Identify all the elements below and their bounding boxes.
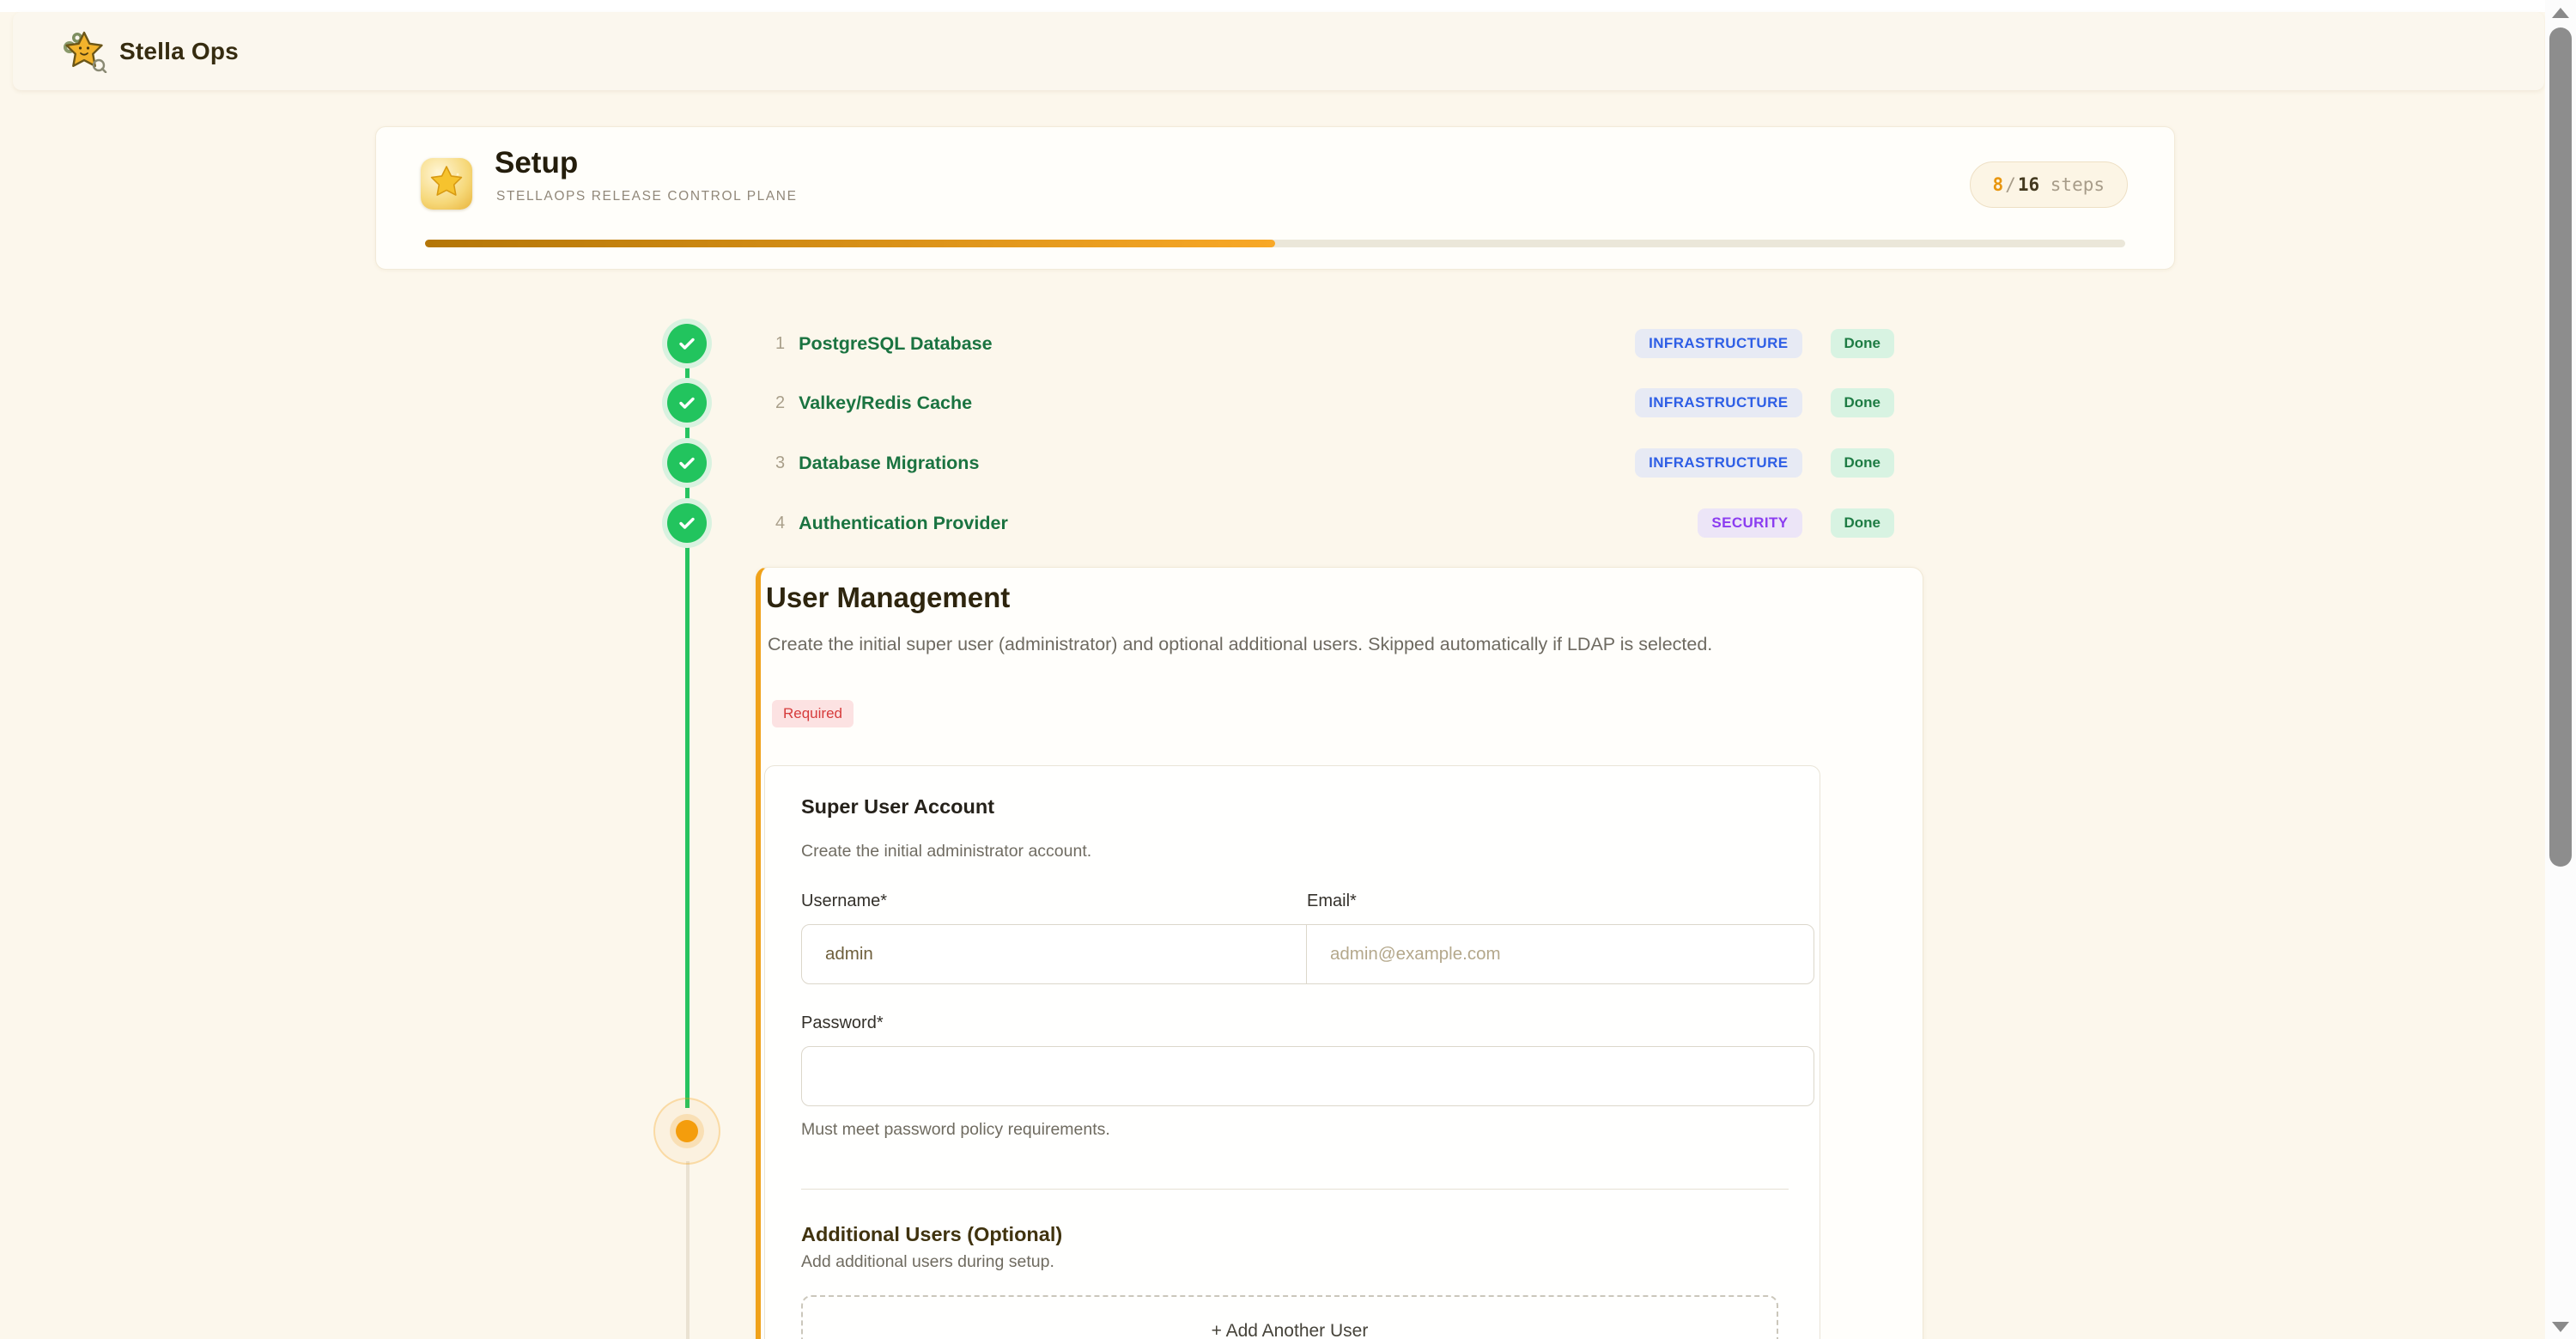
password-hint: Must meet password policy requirements.	[801, 1120, 1110, 1139]
steps-done-count: 8	[1992, 174, 2004, 195]
step-status-badge: Done	[1830, 329, 1894, 358]
step-title: Database Migrations	[799, 452, 980, 473]
current-step-marker	[676, 1120, 698, 1142]
step-category-badge: INFRASTRUCTURE	[1635, 388, 1802, 417]
step-status-badge: Done	[1830, 388, 1894, 417]
step-row-database-migrations[interactable]: 3 Database Migrations INFRASTRUCTURE Don…	[667, 443, 1894, 483]
scroll-up-arrow[interactable]	[2552, 8, 2569, 18]
user-management-title: User Management	[766, 581, 1011, 613]
step-complete-check-icon	[667, 443, 707, 483]
step-complete-check-icon	[667, 324, 707, 363]
additional-users-subheading: Add additional users during setup.	[801, 1252, 1054, 1271]
section-divider	[801, 1189, 1789, 1190]
additional-users-heading: Additional Users (Optional)	[801, 1223, 1063, 1245]
step-status-badge: Done	[1830, 448, 1894, 478]
email-field[interactable]	[1306, 924, 1814, 984]
username-label: Username*	[801, 892, 888, 910]
username-field[interactable]	[801, 924, 1307, 984]
step-number: 4	[775, 513, 786, 533]
user-management-card: User Management Create the initial super…	[756, 567, 1923, 1339]
scrollbar-thumb[interactable]	[2549, 27, 2572, 867]
step-title: Valkey/Redis Cache	[799, 392, 973, 413]
super-user-account-card: Super User Account Create the initial ad…	[764, 765, 1820, 1339]
stellaops-mascot-icon	[64, 31, 107, 73]
step-number: 1	[775, 333, 786, 353]
step-complete-check-icon	[667, 503, 707, 543]
step-row-postgresql[interactable]: 1 PostgreSQL Database INFRASTRUCTURE Don…	[667, 324, 1894, 363]
step-title: PostgreSQL Database	[799, 332, 993, 354]
step-complete-check-icon	[667, 383, 707, 423]
page-top-strip	[0, 0, 2576, 12]
timeline-line-upcoming	[686, 1161, 690, 1339]
steps-total-count: 16	[2017, 174, 2040, 195]
password-field[interactable]	[801, 1046, 1814, 1106]
steps-count-slash: /	[2005, 174, 2016, 195]
super-user-heading: Super User Account	[801, 795, 995, 818]
steps-count-badge: 8 / 16 steps	[1969, 161, 2128, 208]
step-status-badge: Done	[1830, 508, 1894, 538]
add-another-user-button[interactable]: + Add Another User	[801, 1295, 1778, 1339]
progress-fill	[425, 240, 1275, 247]
setup-progress-track	[425, 240, 2125, 247]
scroll-down-arrow[interactable]	[2552, 1322, 2569, 1332]
add-another-user-label: + Add Another User	[1211, 1321, 1369, 1339]
required-badge: Required	[772, 700, 854, 727]
user-management-description: Create the initial super user (administr…	[768, 634, 1713, 654]
setup-card: Setup STELLAOPS RELEASE CONTROL PLANE 8 …	[375, 126, 2175, 270]
step-category-badge: SECURITY	[1698, 508, 1802, 538]
setup-logo	[421, 158, 472, 210]
step-row-valkey-redis[interactable]: 2 Valkey/Redis Cache INFRASTRUCTURE Done	[667, 383, 1894, 423]
app-title: Stella Ops	[119, 37, 239, 64]
timeline-line-completed	[685, 344, 690, 1108]
app-header: Stella Ops	[13, 12, 2544, 90]
step-category-badge: INFRASTRUCTURE	[1635, 448, 1802, 478]
super-user-subheading: Create the initial administrator account…	[801, 842, 1092, 861]
setup-subtitle: STELLAOPS RELEASE CONTROL PLANE	[496, 189, 798, 204]
step-number: 2	[775, 393, 786, 412]
password-label: Password*	[801, 1013, 884, 1032]
steps-count-suffix: steps	[2039, 174, 2105, 195]
step-row-authentication-provider[interactable]: 4 Authentication Provider SECURITY Done	[667, 503, 1894, 543]
page-scrollbar[interactable]	[2545, 0, 2576, 1339]
step-category-badge: INFRASTRUCTURE	[1635, 329, 1802, 358]
email-label: Email*	[1307, 892, 1357, 910]
step-number: 3	[775, 453, 786, 472]
step-title: Authentication Provider	[799, 512, 1008, 533]
setup-title: Setup	[495, 146, 579, 180]
